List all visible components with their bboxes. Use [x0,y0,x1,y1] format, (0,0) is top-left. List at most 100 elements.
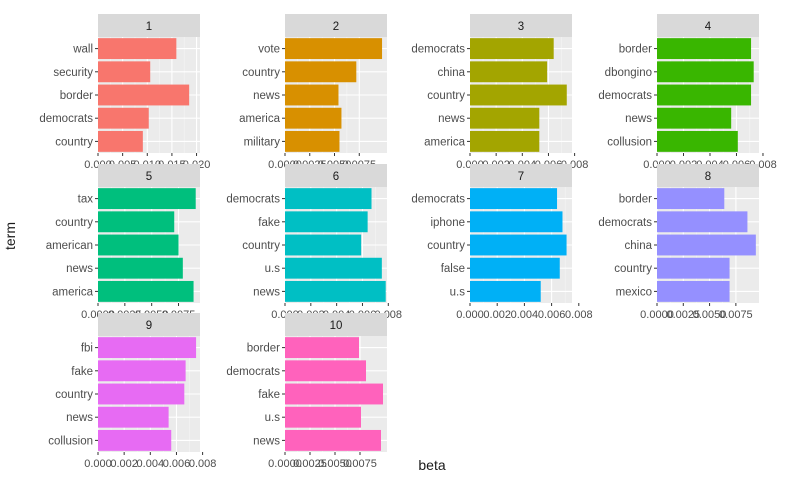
term-label: u.s [450,286,466,298]
term-label: country [614,263,652,275]
facet-strip [98,313,200,336]
bar-america [98,280,194,302]
bar-democrats [470,188,558,210]
x-tick-label: 0.0050 [693,309,727,321]
facet-strip [657,14,759,37]
term-label: wall [72,44,93,56]
term-label: news [253,435,280,447]
x-axis-title: beta [418,457,445,473]
term-label: democrats [411,194,465,206]
bar-u.s [285,406,361,428]
facet-strip-label: 4 [705,21,712,33]
bar-security [98,61,151,83]
x-tick-label: 0.0075 [343,458,377,470]
term-label: collusion [607,136,652,148]
bar-democrats [470,38,554,60]
facet-panel-5: 5taxcountryamericannewsamerica0.00000.00… [46,164,200,321]
term-label: country [427,240,465,252]
bar-tax [98,188,196,210]
facet-panels: 1 wall security border democrats country 0.000… [39,14,777,470]
bar-country [470,84,567,106]
x-tick-label: 0.0000 [268,458,302,470]
bar-fake [285,383,383,405]
x-tick-label: 0.0025 [293,458,327,470]
term-label: democrats [598,90,652,102]
x-tick-label: 0.0050 [318,458,352,470]
term-label: dbongino [605,67,652,79]
x-tick-label: 0.006 [538,309,566,321]
term-label: country [242,240,280,252]
facet-panel-8: 8 border democrats china country mexico 0.0000… [598,164,759,321]
term-label: america [239,113,281,125]
bar-border [98,84,190,106]
facet-strip-label: 8 [705,171,711,183]
x-tick-label: 0.008 [189,458,217,470]
bar-iphone [470,211,563,233]
term-label: security [53,67,93,79]
term-label: u.s [265,263,281,275]
facet-strip [98,14,200,37]
facet-panel-3: 3democratschinacountrynewsamerica0.0000.… [411,14,588,171]
bar-military [285,130,340,152]
bar-american [98,234,179,256]
bar-democrats [657,211,748,233]
term-label: border [247,343,280,355]
facet-strip-label: 10 [330,320,343,332]
term-label: america [52,286,94,298]
bar-china [470,61,548,83]
facet-panel-9: 9fbifakecountrynewscollusion0.0000.0020.… [48,313,216,470]
bar-country [470,234,567,256]
x-tick-label: 0.0025 [666,309,700,321]
bar-country [285,234,362,256]
bar-news [98,406,169,428]
facet-strip [657,164,759,187]
facet-strip-label: 7 [518,171,524,183]
bar-news [657,107,732,129]
term-label: military [244,136,281,148]
term-label: fake [71,366,93,378]
facet-strip [285,164,387,187]
term-label: country [55,217,93,229]
bar-fake [285,211,368,233]
term-label: news [253,286,280,298]
term-label: news [438,113,465,125]
bar-democrats [285,360,366,382]
bar-border [657,188,725,210]
term-label: news [66,412,93,424]
facet-strip-label: 3 [518,21,524,33]
term-label: mexico [616,286,652,298]
bar-border [657,38,752,60]
bar-vote [285,38,383,60]
term-label: democrats [598,217,652,229]
term-label: news [253,90,280,102]
y-axis-title: term [2,222,18,250]
bar-u.s [285,257,382,279]
term-label: border [619,44,652,56]
term-label: collusion [48,435,93,447]
facet-panel-4: 4borderdbonginodemocratsnewscollusion0.0… [598,14,777,171]
term-label: border [619,194,652,206]
bar-fake [98,360,186,382]
x-tick-label: 0.006 [163,458,191,470]
term-label: democrats [411,44,465,56]
term-label: country [427,90,465,102]
facet-panel-1: 1wallsecurityborderdemocratscountry0.000… [39,14,210,171]
facet-panel-2: 2votecountrynewsamericamilitary0.00000.0… [239,14,387,171]
bar-america [285,107,342,129]
facet-panel-6: 6democratsfakecountryu.snews0.0000.0020.… [226,164,402,321]
term-label: tax [78,194,94,206]
x-tick-label: 0.004 [137,458,165,470]
bar-country [98,383,185,405]
bar-america [470,130,540,152]
bar-u.s [470,280,541,302]
term-label: america [424,136,466,148]
term-label: news [625,113,652,125]
term-label: fake [258,217,280,229]
term-label: democrats [226,194,280,206]
term-label: democrats [226,366,280,378]
term-label: false [441,263,465,275]
bar-news [285,280,386,302]
bar-democrats [285,188,372,210]
